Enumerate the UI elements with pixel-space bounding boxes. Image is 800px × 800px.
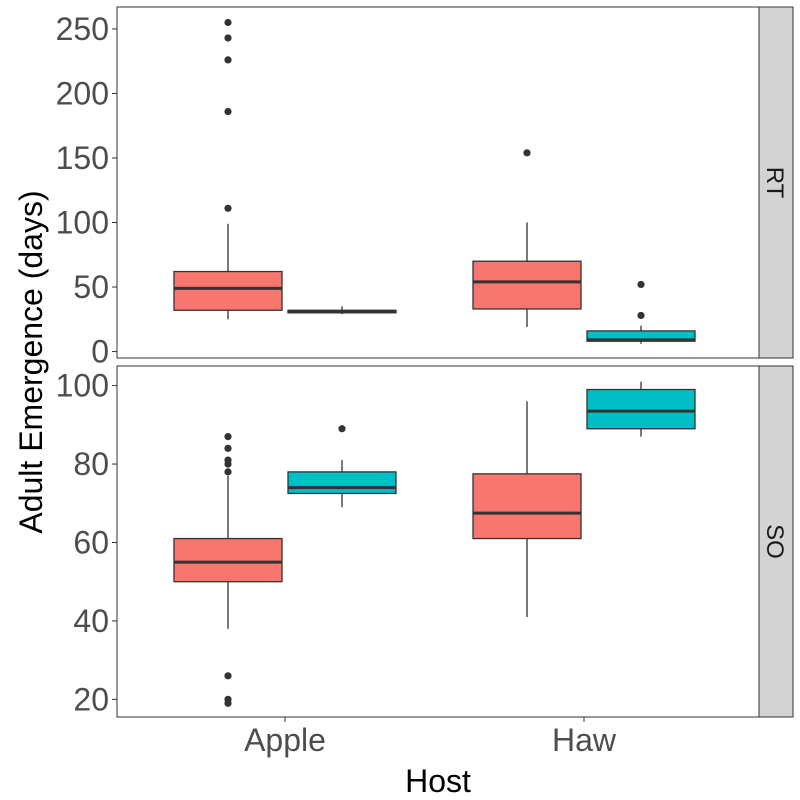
- x-tick-label: Haw: [552, 722, 617, 758]
- outlier-point: [224, 18, 232, 27]
- outlier-point: [224, 672, 232, 680]
- box-apple-red: [173, 432, 283, 707]
- box-apple-teal: [287, 425, 397, 508]
- y-tick-label: 150: [56, 140, 109, 176]
- outlier-point: [224, 444, 232, 452]
- box-body: [472, 260, 582, 310]
- outlier-point: [224, 107, 232, 116]
- box-apple-teal: [287, 306, 397, 315]
- y-tick-label: 100: [56, 368, 109, 404]
- box-body: [472, 473, 582, 540]
- y-tick-label: 100: [56, 205, 109, 241]
- outlier-point: [637, 280, 645, 289]
- box-haw-teal: [586, 280, 696, 344]
- y-tick-label: 80: [73, 446, 109, 482]
- strip-label-so: SO: [761, 524, 788, 559]
- box-haw-red: [472, 149, 582, 328]
- outlier-point: [637, 311, 645, 320]
- x-axis-title: Host: [405, 763, 471, 799]
- outlier-point: [224, 468, 232, 476]
- y-tick-label: 50: [73, 269, 109, 305]
- outlier-point: [224, 432, 232, 441]
- outlier-point: [224, 56, 232, 64]
- y-tick-label: 250: [56, 11, 109, 47]
- y-tick-label: 0: [91, 334, 109, 370]
- y-tick-label: 200: [56, 75, 109, 111]
- x-axis: Apple Haw: [244, 717, 617, 758]
- box-haw-teal: [586, 381, 696, 437]
- box-body: [287, 471, 397, 495]
- box-body: [586, 388, 696, 430]
- box-body: [173, 270, 283, 311]
- y-tick-label: 60: [73, 524, 109, 560]
- outlier-point: [224, 695, 232, 703]
- outlier-point: [224, 204, 232, 212]
- panel-rt: 0 50 100 150 200 250 RT: [56, 6, 794, 370]
- y-axis-title: Adult Emergence (days): [13, 190, 49, 533]
- outlier-point: [523, 149, 531, 157]
- y-tick-label: 40: [73, 603, 109, 639]
- y-tick-label: 20: [73, 681, 109, 717]
- x-tick-label: Apple: [244, 722, 326, 758]
- outlier-point: [224, 34, 232, 42]
- box-haw-red: [472, 401, 582, 617]
- strip-label-rt: RT: [761, 167, 788, 199]
- box-body: [173, 537, 283, 583]
- box-apple-red: [173, 18, 283, 320]
- strip-background: [758, 6, 794, 359]
- outlier-point: [224, 456, 232, 464]
- strip-background: [758, 365, 794, 718]
- panel-so: 20 40 60 80 100 SO: [56, 365, 794, 718]
- outlier-point: [338, 425, 346, 433]
- panels-layer: 0 50 100 150 200 250 RT 20 40 60 80 100 SO: [56, 6, 794, 718]
